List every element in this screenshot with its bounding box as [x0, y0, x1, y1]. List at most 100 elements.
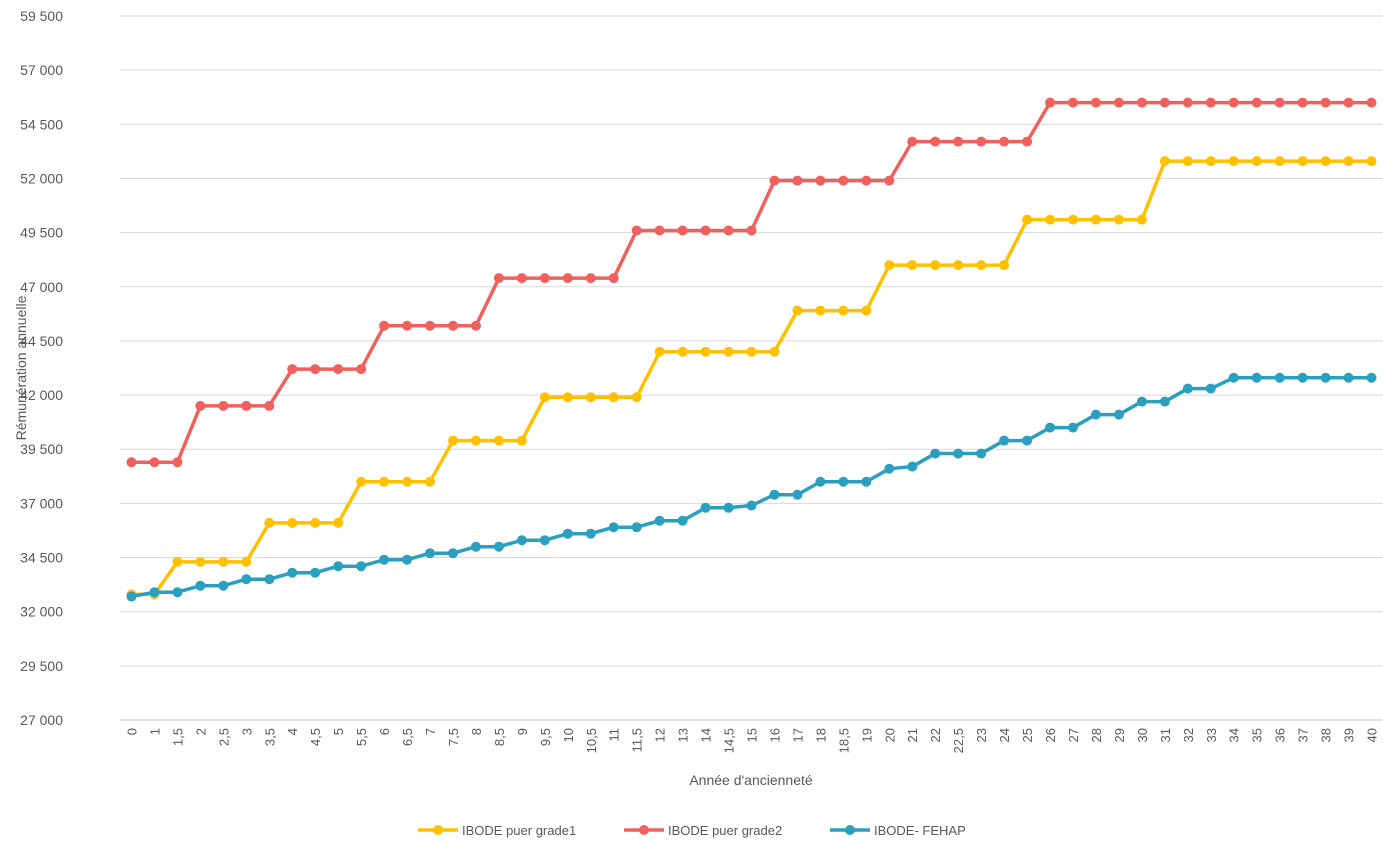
data-point — [608, 522, 619, 533]
x-tick-label: 1 — [147, 728, 162, 735]
data-point — [356, 476, 367, 487]
data-point — [425, 548, 436, 559]
data-point — [562, 273, 573, 284]
x-tick-label: 10,5 — [584, 728, 599, 753]
x-tick-label: 7,5 — [446, 728, 461, 746]
data-point — [539, 273, 550, 284]
x-tick-label: 20 — [882, 728, 897, 742]
data-point — [1205, 97, 1216, 108]
data-point — [470, 541, 481, 552]
x-tick-label: 8,5 — [492, 728, 507, 746]
data-point — [1136, 214, 1147, 225]
data-point — [126, 457, 137, 468]
x-tick-label: 3 — [239, 728, 254, 735]
legend-item: IBODE puer grade2 — [624, 823, 782, 838]
x-tick-label: 9 — [515, 728, 530, 735]
data-point — [126, 591, 137, 602]
series-path — [131, 376, 1372, 599]
x-tick-label: 2,5 — [216, 728, 231, 746]
data-point — [631, 392, 642, 403]
x-tick-label: 6,5 — [400, 728, 415, 746]
x-tick-label: 39 — [1342, 728, 1357, 742]
data-point — [838, 476, 849, 487]
data-point — [1136, 97, 1147, 108]
data-point — [677, 515, 688, 526]
x-tick-label: 4 — [285, 728, 300, 735]
data-point — [999, 136, 1010, 147]
legend: IBODE puer grade1 IBODE puer grade2 IBODE-… — [418, 823, 966, 838]
x-tick-label: 13 — [676, 728, 691, 742]
legend-marker — [845, 825, 855, 835]
data-point — [907, 260, 918, 271]
data-point — [723, 346, 734, 357]
data-point — [1022, 435, 1033, 446]
data-point — [631, 522, 642, 533]
data-point — [1182, 156, 1193, 167]
x-tick-label: 7 — [423, 728, 438, 735]
x-tick-label: 26 — [1043, 728, 1058, 742]
data-point — [1320, 97, 1331, 108]
data-point — [516, 435, 527, 446]
series-line — [126, 156, 1377, 600]
data-point — [654, 225, 665, 236]
x-tick-label: 11,5 — [630, 728, 645, 752]
data-point — [585, 528, 596, 539]
data-point — [1045, 97, 1056, 108]
data-point — [1228, 97, 1239, 108]
data-point — [585, 273, 596, 284]
data-point — [746, 225, 757, 236]
data-point — [172, 556, 183, 567]
data-point — [562, 528, 573, 539]
data-point — [1067, 97, 1078, 108]
data-point — [746, 346, 757, 357]
data-point — [333, 364, 344, 375]
data-point — [930, 448, 941, 459]
data-point — [1136, 396, 1147, 407]
data-point — [792, 489, 803, 500]
x-tick-label: 31 — [1158, 728, 1173, 742]
data-point — [700, 225, 711, 236]
y-tick-label: 39 500 — [20, 441, 63, 457]
data-point — [1090, 97, 1101, 108]
data-point — [1090, 214, 1101, 225]
data-point — [1067, 422, 1078, 433]
data-point — [884, 260, 895, 271]
data-point — [1113, 214, 1124, 225]
data-point — [218, 400, 229, 411]
data-point — [999, 260, 1010, 271]
x-tick-label: 34 — [1227, 728, 1242, 742]
x-tick-label: 2 — [193, 728, 208, 735]
data-point — [562, 392, 573, 403]
data-point — [815, 305, 826, 316]
y-tick-label: 47 000 — [20, 279, 63, 295]
data-point — [815, 175, 826, 186]
data-point — [172, 457, 183, 468]
data-point — [700, 502, 711, 513]
x-tick-label: 37 — [1296, 728, 1311, 742]
data-point — [310, 517, 321, 528]
data-point — [218, 556, 229, 567]
data-point — [1343, 372, 1354, 383]
data-point — [310, 364, 321, 375]
data-point — [1251, 372, 1262, 383]
data-point — [241, 556, 252, 567]
x-axis-label: Année d'ancienneté — [689, 772, 813, 788]
x-tick-label: 0 — [124, 728, 139, 735]
y-tick-label: 34 500 — [20, 550, 63, 566]
data-point — [1274, 97, 1285, 108]
data-point — [379, 320, 390, 331]
data-point — [769, 175, 780, 186]
data-point — [746, 500, 757, 511]
x-tick-label: 23 — [974, 728, 989, 742]
data-point — [447, 548, 458, 559]
data-point — [539, 392, 550, 403]
data-point — [425, 320, 436, 331]
data-point — [1320, 156, 1331, 167]
x-tick-label: 8 — [469, 728, 484, 735]
data-point — [195, 400, 206, 411]
data-point — [1251, 156, 1262, 167]
data-point — [884, 175, 895, 186]
data-point — [1343, 97, 1354, 108]
data-point — [287, 567, 298, 578]
x-tick-label: 9,5 — [538, 728, 553, 746]
